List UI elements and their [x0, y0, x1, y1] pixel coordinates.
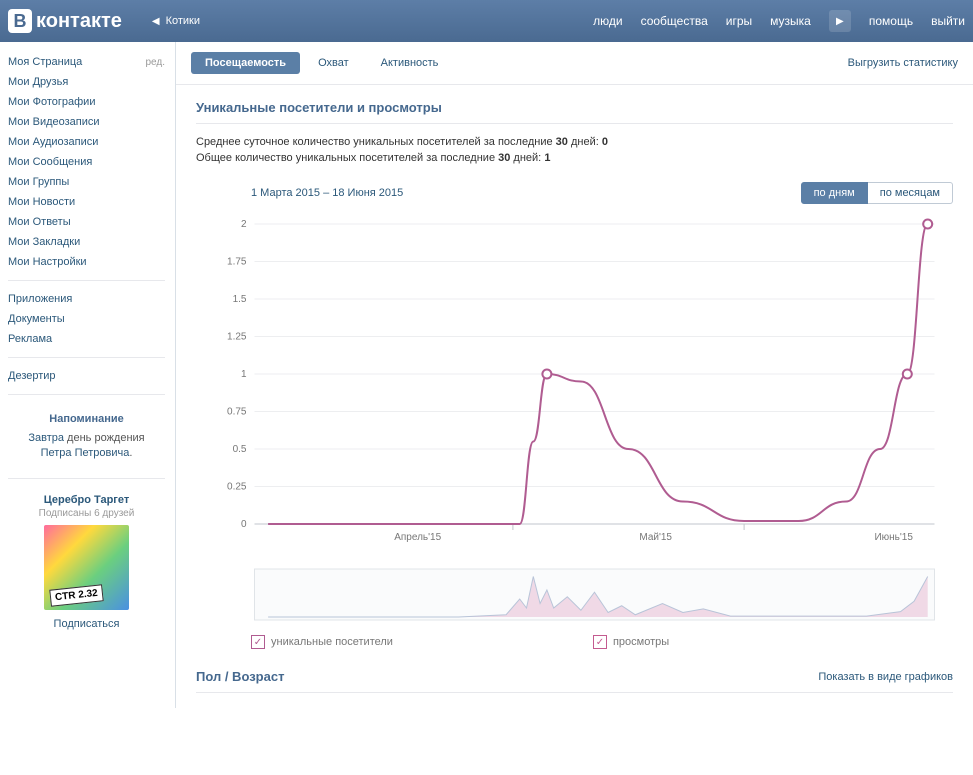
legend-views[interactable]: ✓ просмотры	[593, 635, 669, 649]
sidebar-edit-link[interactable]: ред.	[145, 57, 165, 68]
nav-people[interactable]: люди	[593, 14, 622, 28]
svg-text:2: 2	[241, 219, 247, 230]
logo-text: контакте	[36, 10, 122, 33]
header-back-label: Котики	[166, 15, 200, 27]
svg-text:1.75: 1.75	[227, 257, 247, 268]
widget-box: Церебро Таргет Подписаны 6 друзей CTR 2.…	[8, 494, 165, 630]
chevron-right-icon: ▶	[836, 16, 844, 27]
tab-reach[interactable]: Охват	[304, 52, 363, 74]
tabs-bar: Посещаемость Охват Активность Выгрузить …	[176, 42, 973, 85]
export-stats-link[interactable]: Выгрузить статистику	[848, 57, 958, 69]
chart-date-range: 1 Марта 2015 – 18 Июня 2015	[251, 187, 403, 199]
divider	[8, 478, 165, 479]
section-gender-age: Пол / Возраст Показать в виде графиков	[196, 669, 953, 693]
divider	[8, 394, 165, 395]
nav-next-button[interactable]: ▶	[829, 10, 851, 32]
sidebar-item[interactable]: Мои Аудиозаписи	[8, 132, 175, 152]
legend-unique-visitors[interactable]: ✓ уникальные посетители	[251, 635, 393, 649]
svg-text:1: 1	[241, 369, 247, 380]
reminder-day-link[interactable]: Завтра	[28, 432, 64, 444]
tab-activity[interactable]: Активность	[367, 52, 453, 74]
sidebar-item[interactable]: Мои Видеозаписи	[8, 112, 175, 132]
svg-text:0.75: 0.75	[227, 407, 247, 418]
sidebar-item[interactable]: Реклама	[8, 329, 175, 349]
widget-ctr-badge: CTR 2.32	[49, 584, 103, 606]
show-as-charts-link[interactable]: Показать в виде графиков	[818, 671, 953, 683]
checkbox-icon: ✓	[593, 635, 607, 649]
stat-daily-avg: Среднее суточное количество уникальных п…	[196, 136, 953, 148]
toggle-by-month[interactable]: по месяцам	[868, 182, 953, 204]
sidebar-item[interactable]: Мои Ответы	[8, 212, 175, 232]
sidebar-item[interactable]: Мои Новости	[8, 192, 175, 212]
sidebar-item[interactable]: Мои Закладки	[8, 232, 175, 252]
logo-icon: В	[8, 9, 32, 33]
nav-communities[interactable]: сообщества	[641, 14, 708, 28]
svg-text:0.5: 0.5	[233, 444, 247, 455]
divider	[8, 280, 165, 281]
top-header: В контакте ◀ Котики люди сообщества игры…	[0, 0, 973, 42]
main-content: Посещаемость Охват Активность Выгрузить …	[175, 42, 973, 708]
nav-games[interactable]: игры	[726, 14, 752, 28]
sidebar-item[interactable]: Мои Сообщения	[8, 152, 175, 172]
reminder-box: Напоминание Завтра день рождения Петра П…	[8, 405, 165, 470]
svg-text:Июнь'15: Июнь'15	[874, 532, 913, 543]
chevron-left-icon: ◀	[152, 16, 160, 27]
svg-text:Май'15: Май'15	[639, 532, 672, 543]
sidebar-item[interactable]: Моя Страницаред.	[8, 52, 175, 72]
sidebar-item[interactable]: Мои Группы	[8, 172, 175, 192]
chart-svg: 0 0.25 0.5 0.75 1 1.25 1.5 1.75 2 Апрель'15 Май'15…	[196, 214, 953, 554]
widget-image[interactable]: CTR 2.32	[44, 525, 129, 610]
toggle-by-day[interactable]: по дням	[801, 182, 868, 204]
svg-text:1.25: 1.25	[227, 332, 247, 343]
main-chart: 0 0.25 0.5 0.75 1 1.25 1.5 1.75 2 Апрель'15 Май'15…	[196, 214, 953, 557]
svg-text:0.25: 0.25	[227, 482, 247, 493]
nav-logout[interactable]: выйти	[931, 14, 965, 28]
reminder-text: Завтра день рождения Петра Петровича.	[16, 431, 157, 462]
widget-subscribe-link[interactable]: Подписаться	[8, 618, 165, 630]
section-title: Уникальные посетители и просмотры	[196, 100, 953, 124]
svg-text:1.5: 1.5	[233, 294, 247, 305]
sidebar-item[interactable]: Приложения	[8, 289, 175, 309]
stat-total: Общее количество уникальных посетителей …	[196, 152, 953, 164]
section2-title: Пол / Возраст	[196, 669, 284, 684]
checkbox-icon: ✓	[251, 635, 265, 649]
mini-chart-svg	[196, 567, 953, 622]
nav-help[interactable]: помощь	[869, 14, 913, 28]
svg-text:0: 0	[241, 519, 247, 530]
chart-header: 1 Марта 2015 – 18 Июня 2015 по дням по м…	[196, 182, 953, 204]
sidebar-item[interactable]: Мои Друзья	[8, 72, 175, 92]
reminder-title: Напоминание	[16, 413, 157, 425]
widget-title[interactable]: Церебро Таргет	[8, 494, 165, 506]
sidebar-item[interactable]: Мои Фотографии	[8, 92, 175, 112]
divider	[8, 357, 165, 358]
tab-attendance[interactable]: Посещаемость	[191, 52, 300, 74]
mini-chart[interactable]	[196, 567, 953, 625]
header-nav: люди сообщества игры музыка ▶ помощь вый…	[593, 10, 965, 32]
svg-text:Апрель'15: Апрель'15	[394, 532, 441, 543]
chart-period-toggle: по дням по месяцам	[801, 182, 953, 204]
header-back-button[interactable]: ◀ Котики	[152, 15, 200, 27]
widget-subtitle: Подписаны 6 друзей	[8, 508, 165, 519]
sidebar-item[interactable]: Мои Настройки	[8, 252, 175, 272]
chart-legend: ✓ уникальные посетители ✓ просмотры	[196, 625, 953, 669]
logo[interactable]: В контакте	[8, 9, 122, 33]
reminder-person-link[interactable]: Петра Петровича	[41, 447, 130, 459]
sidebar-item[interactable]: Документы	[8, 309, 175, 329]
sidebar-item[interactable]: Дезертир	[8, 366, 175, 386]
nav-music[interactable]: музыка	[770, 14, 811, 28]
sidebar: Моя Страницаред.Мои ДрузьяМои Фотографии…	[0, 42, 175, 708]
